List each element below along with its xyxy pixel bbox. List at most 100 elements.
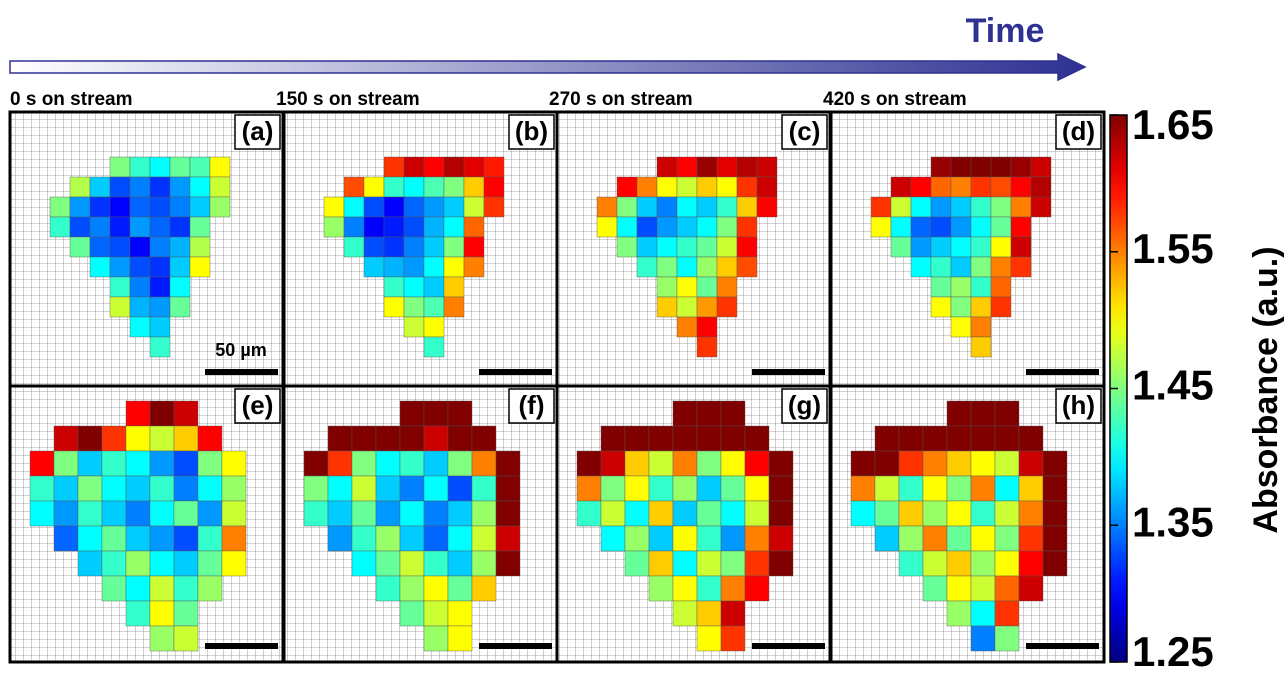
heatmap-cell xyxy=(946,600,972,627)
heatmap-cell xyxy=(149,400,175,427)
heatmap-cell xyxy=(173,600,199,627)
panel-title: 0 s on stream xyxy=(10,89,133,110)
heatmap-cell xyxy=(125,600,151,627)
heatmap-cell xyxy=(399,475,425,502)
heatmap-cell xyxy=(423,256,445,278)
heatmap-cell xyxy=(648,425,674,452)
heatmap-cell xyxy=(656,176,678,198)
heatmap-cell xyxy=(850,475,876,502)
heatmap-cell xyxy=(343,216,365,238)
heatmap-cell xyxy=(423,625,449,652)
heatmap-cell xyxy=(994,525,1020,552)
heatmap-cell xyxy=(744,425,770,452)
panel-label: (g) xyxy=(788,390,821,420)
heatmap-cell xyxy=(950,196,972,218)
heatmap-cell xyxy=(970,475,996,502)
heatmap-cell xyxy=(351,550,377,577)
heatmap-cell xyxy=(125,575,151,602)
heatmap-cell xyxy=(720,450,746,477)
heatmap-cell xyxy=(129,216,151,238)
heatmap-cell xyxy=(495,450,521,477)
heatmap-cell xyxy=(898,425,924,452)
heatmap-cell xyxy=(149,296,171,318)
heatmap-cell xyxy=(970,196,992,218)
heatmap-cell xyxy=(672,500,698,527)
heatmap-cell xyxy=(576,500,602,527)
heatmap-cell xyxy=(423,600,449,627)
heatmap-cell xyxy=(383,296,405,318)
heatmap-cell xyxy=(874,450,900,477)
panel-label: (e) xyxy=(242,390,274,420)
heatmap-cell xyxy=(696,550,722,577)
heatmap-cell xyxy=(351,525,377,552)
heatmap-cell xyxy=(209,156,231,178)
heatmap-cell xyxy=(890,236,912,258)
heatmap-cell xyxy=(720,525,746,552)
heatmap-cell xyxy=(970,400,996,427)
heatmap-cell xyxy=(69,176,91,198)
heatmap-cell xyxy=(950,276,972,298)
heatmap-cell xyxy=(676,216,698,238)
heatmap-cell xyxy=(950,236,972,258)
heatmap-cell xyxy=(672,525,698,552)
heatmap-cell xyxy=(221,450,247,477)
heatmap-cell xyxy=(169,156,191,178)
heatmap-cell xyxy=(910,216,932,238)
colorbar-tick-label: 1.55 xyxy=(1132,225,1214,272)
heatmap-cell xyxy=(930,196,952,218)
heatmap-cell xyxy=(720,550,746,577)
heatmap-cell xyxy=(616,196,638,218)
heatmap-cell xyxy=(656,216,678,238)
heatmap-cell xyxy=(447,425,473,452)
heatmap-cell xyxy=(343,176,365,198)
heatmap-cell xyxy=(173,550,199,577)
heatmap-cell xyxy=(189,156,211,178)
heatmap-cell xyxy=(125,475,151,502)
time-arrow xyxy=(9,52,1087,82)
heatmap-cell xyxy=(874,525,900,552)
heatmap-cell xyxy=(423,236,445,258)
heatmap-cell xyxy=(129,296,151,318)
heatmap-cell xyxy=(648,575,674,602)
heatmap-cell xyxy=(149,196,171,218)
heatmap-cell xyxy=(994,575,1020,602)
colorbar-label: Absorbance (a.u.) xyxy=(1247,246,1285,533)
heatmap-cell xyxy=(221,475,247,502)
heatmap-cell xyxy=(744,500,770,527)
heatmap-cell xyxy=(351,475,377,502)
heatmap-cell xyxy=(149,475,175,502)
heatmap-cell xyxy=(970,296,992,318)
heatmap-cell xyxy=(109,296,131,318)
heatmap-cell xyxy=(463,216,485,238)
heatmap-cell xyxy=(303,500,329,527)
heatmap-cell xyxy=(483,176,505,198)
heatmap-cell xyxy=(173,475,199,502)
heatmap-cell xyxy=(636,216,658,238)
heatmap-cell xyxy=(672,400,698,427)
heatmap-cell xyxy=(930,296,952,318)
colorbar-tick-label: 1.65 xyxy=(1132,101,1214,148)
heatmap-cell xyxy=(169,196,191,218)
heatmap-cell xyxy=(221,500,247,527)
heatmap-cell xyxy=(443,276,465,298)
heatmap-cell xyxy=(173,450,199,477)
heatmap-cell xyxy=(720,600,746,627)
panel-label: (c) xyxy=(789,116,821,146)
heatmap-cell xyxy=(447,450,473,477)
heatmap-cell xyxy=(173,500,199,527)
heatmap-cell xyxy=(990,156,1012,178)
heatmap-cell xyxy=(994,475,1020,502)
heatmap-cell xyxy=(720,475,746,502)
heatmap-cell xyxy=(169,176,191,198)
heatmap-cell xyxy=(1042,550,1068,577)
heatmap-cell xyxy=(970,316,992,338)
heatmap-cell xyxy=(672,575,698,602)
heatmap-cell xyxy=(383,256,405,278)
heatmap-cell xyxy=(69,236,91,258)
heatmap-cell xyxy=(1010,196,1032,218)
heatmap-cell xyxy=(994,600,1020,627)
heatmap-cell xyxy=(53,500,79,527)
heatmap-cell xyxy=(403,316,425,338)
heatmap-cell xyxy=(49,196,71,218)
heatmap-cell xyxy=(363,236,385,258)
